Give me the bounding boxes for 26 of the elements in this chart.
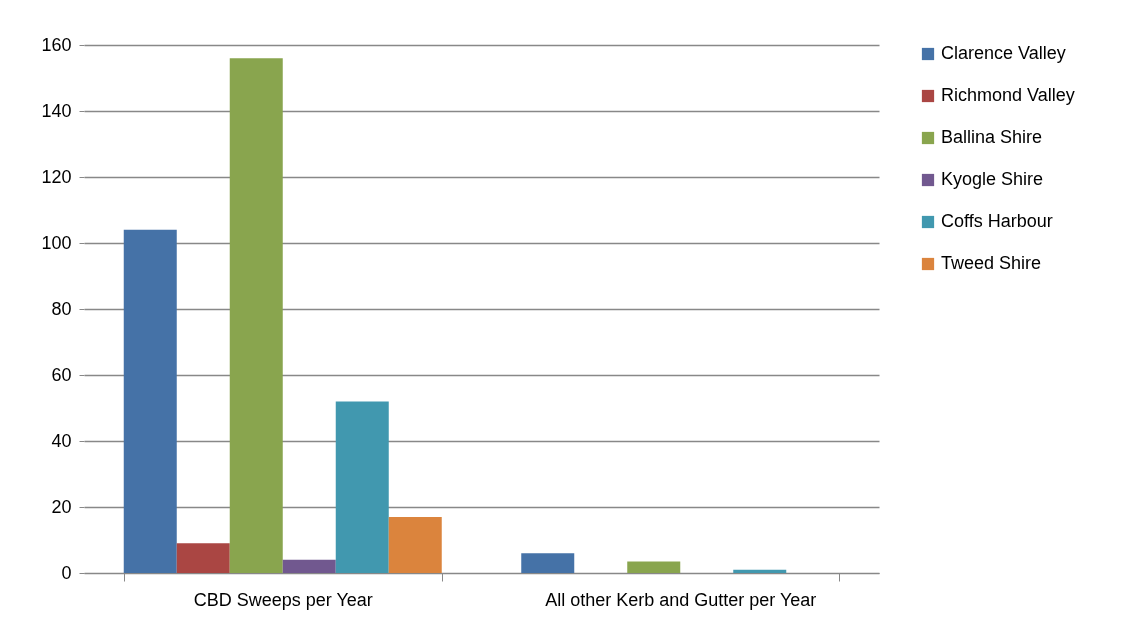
- y-tick-label: 80: [51, 298, 72, 319]
- bar: [521, 553, 575, 573]
- legend-label: Coffs Harbour: [941, 211, 1053, 231]
- legend-label: Tweed Shire: [941, 253, 1042, 273]
- y-tick-label: 60: [51, 364, 72, 385]
- bar: [176, 543, 230, 573]
- legend-label: Kyogle Shire: [941, 169, 1044, 189]
- y-tick-label: 140: [41, 100, 72, 121]
- y-tick-label: 40: [51, 430, 72, 451]
- y-tick-label: 20: [51, 496, 72, 517]
- bar: [627, 561, 681, 573]
- y-tick-label: 0: [61, 562, 72, 583]
- bar: [388, 516, 442, 573]
- bar: [229, 58, 283, 573]
- bar: [733, 569, 787, 573]
- x-tick-label: CBD Sweeps per Year: [193, 589, 373, 610]
- x-tick-label: All other Kerb and Gutter per Year: [545, 589, 817, 610]
- bar: [282, 559, 336, 573]
- y-tick-label: 160: [41, 34, 72, 55]
- legend-label: Ballina Shire: [941, 127, 1043, 147]
- bar: [123, 229, 177, 573]
- bar: [335, 401, 389, 573]
- legend-label: Richmond Valley: [941, 85, 1075, 105]
- legend-label: Clarence Valley: [941, 43, 1066, 63]
- y-tick-label: 100: [41, 232, 72, 253]
- y-tick-label: 120: [41, 166, 72, 187]
